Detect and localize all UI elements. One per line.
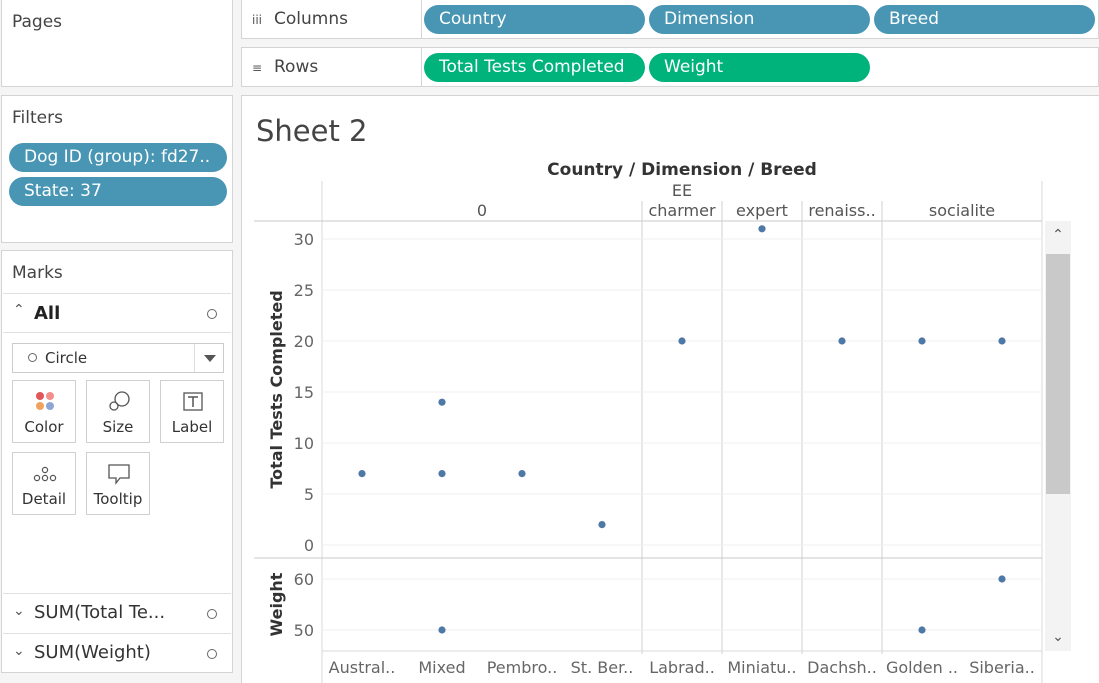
- collapse-chevron-icon[interactable]: ⌃: [13, 302, 25, 318]
- data-point: [438, 398, 446, 406]
- expand-chevron-icon[interactable]: ⌄: [13, 603, 25, 619]
- columns-label: Columns: [274, 9, 348, 29]
- measure-label-total-tests: SUM(Total Te...: [34, 602, 166, 623]
- dropdown-arrow-icon[interactable]: [204, 355, 216, 362]
- size-icon: [109, 391, 130, 411]
- filters-title: Filters: [12, 108, 63, 128]
- data-point: [438, 470, 446, 478]
- rows-shelf-label: ≡ Rows: [242, 48, 422, 86]
- detail-card[interactable]: Detail: [12, 452, 76, 515]
- rows-label: Rows: [274, 57, 319, 77]
- x-tick-label: Dachsh..: [807, 658, 877, 677]
- marks-all-label: All: [34, 303, 61, 324]
- data-point: [998, 575, 1006, 583]
- sheet-title: Sheet 2: [256, 114, 368, 148]
- marks-title: Marks: [12, 263, 63, 283]
- data-point: [518, 470, 526, 478]
- data-point: [918, 626, 926, 634]
- measure-circle-icon: [207, 609, 217, 619]
- data-point: [758, 225, 766, 233]
- columns-icon: iii: [252, 13, 263, 27]
- expand-chevron-icon[interactable]: ⌄: [13, 643, 25, 659]
- mark-type-label: Circle: [45, 349, 88, 367]
- data-point: [918, 337, 926, 345]
- x-tick-label: Golden ..: [886, 658, 958, 677]
- x-tick-label: Miniatu..: [727, 658, 796, 677]
- detail-icon: [33, 466, 57, 482]
- columns-pill-country[interactable]: Country: [424, 5, 645, 34]
- scroll-up-icon[interactable]: ⌃: [1052, 227, 1064, 243]
- y-tick-label: 30: [294, 230, 314, 249]
- y-tick-label: 0: [304, 536, 314, 555]
- label-card[interactable]: Label: [160, 380, 224, 443]
- color-card-label: Color: [24, 418, 64, 436]
- filter-pill-dog-id[interactable]: Dog ID (group): fd27..: [9, 143, 227, 172]
- y-axis-label: Total Tests Completed: [267, 290, 286, 488]
- dropdown-divider: [194, 344, 195, 372]
- circle-mark-icon: [28, 353, 37, 362]
- filters-panel[interactable]: Filters Dog ID (group): fd27.. State: 37: [1, 95, 233, 243]
- measure-label-weight: SUM(Weight): [34, 642, 151, 663]
- data-point: [678, 337, 686, 345]
- marks-all-row[interactable]: ⌃ All: [3, 293, 231, 333]
- y-tick-label: 25: [294, 281, 314, 300]
- data-point: [598, 521, 606, 529]
- x-tick-label: Siberia..: [969, 658, 1035, 677]
- tooltip-card[interactable]: Tooltip: [86, 452, 150, 515]
- tooltip-card-label: Tooltip: [93, 490, 143, 508]
- marks-measure-total-tests[interactable]: ⌄ SUM(Total Te...: [3, 593, 231, 633]
- x-tick-label: Mixed: [418, 658, 465, 677]
- mark-type-dropdown[interactable]: Circle: [12, 343, 224, 373]
- columns-pill-breed[interactable]: Breed: [874, 5, 1095, 34]
- y-tick-label: 10: [294, 434, 314, 453]
- pages-title: Pages: [12, 12, 63, 32]
- data-point: [998, 337, 1006, 345]
- marks-panel[interactable]: Marks ⌃ All Circle Color Size Label: [1, 250, 233, 673]
- y-tick-label: 60: [294, 570, 314, 589]
- measure-circle-icon: [207, 649, 217, 659]
- x-tick-label: Labrad..: [649, 658, 715, 677]
- sheet-view[interactable]: Sheet 2 Country / Dimension / Breed 0 EE c…: [241, 95, 1099, 683]
- group-label: 0: [477, 201, 487, 220]
- data-point: [358, 470, 366, 478]
- color-card[interactable]: Color: [12, 380, 76, 443]
- scrollbar-thumb[interactable]: [1046, 254, 1070, 494]
- color-icon: [36, 392, 54, 410]
- x-tick-label: Austral..: [329, 658, 396, 677]
- y-tick-label: 5: [304, 485, 314, 504]
- column-header-title: Country / Dimension / Breed: [547, 160, 817, 180]
- columns-shelf-label: iii Columns: [242, 0, 422, 38]
- size-card[interactable]: Size: [86, 380, 150, 443]
- y-tick-label: 20: [294, 332, 314, 351]
- all-circle-icon: [207, 309, 217, 319]
- text-label-icon: [183, 392, 203, 411]
- x-tick-label: Pembro..: [487, 658, 558, 677]
- group-label: renaiss..: [808, 201, 875, 220]
- scroll-down-icon[interactable]: ⌄: [1052, 629, 1064, 645]
- data-point: [438, 626, 446, 634]
- group-label: EE: [672, 181, 692, 200]
- rows-icon: ≡: [252, 61, 263, 75]
- group-label: charmer: [648, 201, 715, 220]
- size-card-label: Size: [102, 418, 134, 436]
- group-label: expert: [736, 201, 788, 220]
- x-tick-label: St. Ber..: [571, 658, 634, 677]
- vertical-scrollbar[interactable]: ⌃ ⌄: [1045, 221, 1071, 651]
- y-tick-label: 50: [294, 621, 314, 640]
- detail-card-label: Detail: [21, 490, 67, 508]
- group-label: socialite: [929, 201, 995, 220]
- label-card-label: Label: [171, 418, 213, 436]
- rows-pill-weight[interactable]: Weight: [649, 53, 870, 82]
- data-point: [838, 337, 846, 345]
- y-axis-label: Weight: [267, 572, 286, 636]
- rows-pill-total-tests[interactable]: Total Tests Completed: [424, 53, 645, 82]
- pages-panel[interactable]: Pages: [1, 0, 233, 87]
- marks-measure-weight[interactable]: ⌄ SUM(Weight): [3, 633, 231, 673]
- tooltip-icon: [108, 464, 130, 485]
- columns-pill-dimension[interactable]: Dimension: [649, 5, 870, 34]
- filter-pill-state[interactable]: State: 37: [9, 177, 227, 206]
- y-tick-label: 15: [294, 383, 314, 402]
